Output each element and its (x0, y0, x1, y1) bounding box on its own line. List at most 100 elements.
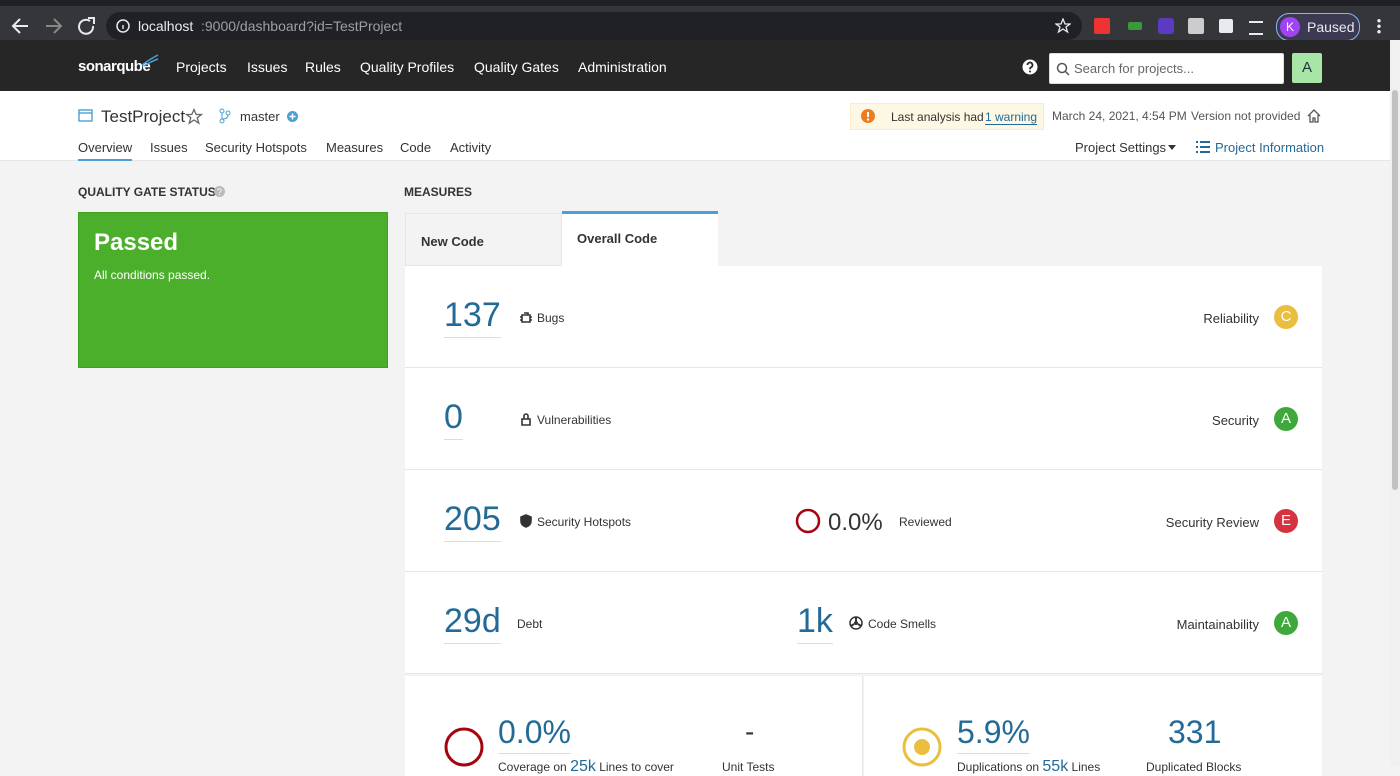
help-icon[interactable] (1022, 59, 1038, 75)
measure-value[interactable]: 137 (444, 296, 501, 338)
measures-heading: MEASURES (404, 185, 473, 199)
label-suffix: Lines to cover (599, 760, 674, 774)
branch-name[interactable]: master (240, 109, 280, 124)
extension-3[interactable] (1158, 18, 1174, 34)
rating-label: Security (1212, 413, 1259, 428)
coverage-label: Coverage on 25k Lines to cover (498, 758, 674, 776)
menu-dots[interactable] (1377, 18, 1381, 34)
coverage-value[interactable]: 0.0% (498, 714, 571, 754)
project-tab[interactable]: Code (400, 140, 432, 155)
branch-add[interactable] (287, 111, 298, 122)
rating-label: Security Review (1165, 515, 1259, 530)
secondary-value[interactable]: 1k (797, 602, 833, 644)
scroll-thumb[interactable] (1392, 90, 1398, 490)
extension-5[interactable] (1219, 19, 1233, 33)
measure-label: Security Hotspots (537, 515, 632, 529)
measure-value[interactable]: 205 (444, 500, 501, 542)
project-settings[interactable]: Project Settings (1075, 140, 1167, 155)
tab-new-code[interactable]: New Code (405, 213, 562, 266)
project-tab[interactable]: Issues (150, 140, 188, 155)
code-smell-icon (849, 616, 863, 630)
nav-item[interactable]: Quality Profiles (360, 59, 455, 75)
extension-1[interactable] (1094, 18, 1110, 34)
warning-box: Last analysis had 1 warning (850, 103, 1044, 130)
project-tab[interactable]: Activity (450, 140, 492, 155)
project-name[interactable]: TestProject (101, 107, 186, 126)
warning-link[interactable]: 1 warning (985, 110, 1038, 125)
tab-label: Overall Code (577, 231, 658, 246)
coverage-panel: 0.0% Coverage on 25k Lines to cover - Un… (405, 676, 863, 776)
browser-toolbar: localhost :9000/dashboard?id=TestProject… (0, 0, 1400, 41)
measure-icon (520, 312, 532, 323)
lines-link[interactable]: 55k (1042, 758, 1069, 775)
nav-buttons[interactable] (10, 15, 100, 37)
label-prefix: Coverage on (498, 760, 567, 774)
info-icon (116, 19, 130, 33)
measure-row: 205 Security Hotspots 0.0% Reviewed Security… (405, 470, 1322, 572)
user-avatar[interactable]: A (1292, 53, 1322, 83)
scrollbar[interactable] (1390, 40, 1400, 766)
duplication-value[interactable]: 5.9% (957, 714, 1030, 754)
rating-badge[interactable]: A (1274, 407, 1298, 431)
extension-6[interactable] (1249, 21, 1263, 35)
nav-item[interactable]: Quality Gates (474, 59, 559, 75)
url-host: localhost (138, 18, 194, 34)
search-placeholder: Search for projects... (1074, 61, 1194, 76)
measure-label: Debt (517, 617, 543, 631)
nav-item[interactable]: Rules (305, 59, 341, 75)
svg-text:?: ? (217, 187, 222, 197)
branch-icon (219, 108, 231, 124)
extension-2[interactable] (1128, 22, 1142, 30)
project-tab[interactable]: Security Hotspots (205, 140, 307, 155)
rating-badge[interactable]: E (1274, 509, 1298, 533)
coverage-donut (444, 727, 484, 767)
nav-item[interactable]: Issues (247, 59, 288, 75)
blocks-label: Duplicated Blocks (1146, 760, 1242, 774)
project-information[interactable]: Project Information (1215, 140, 1325, 155)
quality-gate-heading: QUALITY GATE STATUS (78, 185, 216, 199)
measure-value[interactable]: 29d (444, 602, 501, 644)
bookmark-star[interactable] (1055, 18, 1071, 34)
url-path: :9000/dashboard?id=TestProject (201, 18, 403, 34)
project-tab[interactable]: Overview (78, 140, 133, 161)
dropdown-caret (1168, 145, 1176, 150)
search-box[interactable]: Search for projects... (1049, 53, 1284, 84)
tab-overall-code[interactable]: Overall Code (562, 211, 718, 267)
quality-gate-status: Passed (94, 229, 179, 256)
blocks-value[interactable]: 331 (1168, 714, 1222, 750)
project-version: Version not provided (1191, 109, 1301, 123)
search-icon (1056, 62, 1070, 76)
rating-label: Maintainability (1176, 617, 1259, 632)
nav-item[interactable]: Administration (578, 59, 667, 75)
secondary-label: Code Smells (868, 617, 937, 631)
tab-label: New Code (421, 234, 484, 249)
extension-4[interactable] (1188, 18, 1204, 34)
measure-row: 29d Debt 1k Code Smells Maintainability A (405, 572, 1322, 674)
profile-initial: K (1280, 17, 1300, 37)
rating-badge[interactable]: A (1274, 611, 1298, 635)
quality-gate-box: Passed All conditions passed. (78, 212, 388, 368)
logo[interactable]: sonarqube (78, 58, 151, 75)
lines-link[interactable]: 25k (570, 758, 596, 775)
measure-icon (521, 413, 531, 426)
home-icon[interactable] (1306, 108, 1322, 124)
project-header (0, 91, 1390, 161)
nav-item[interactable]: Projects (176, 59, 227, 75)
project-tab[interactable]: Measures (326, 140, 384, 155)
info-list-icon (1196, 141, 1210, 153)
measure-row: 0 Vulnerabilities Security A (405, 368, 1322, 470)
review-donut (795, 508, 821, 534)
logo-waves (141, 54, 159, 67)
measure-row: 137 Bugs Reliability C (405, 266, 1322, 368)
rating-badge[interactable]: C (1274, 305, 1298, 329)
help-dot[interactable]: ? (214, 186, 225, 197)
favorite-star[interactable] (185, 108, 203, 126)
measure-label: Bugs (537, 311, 565, 325)
tests-label: Unit Tests (722, 760, 775, 774)
address-bar[interactable]: localhost :9000/dashboard?id=TestProject (106, 12, 1082, 40)
measure-value[interactable]: 0 (444, 398, 463, 440)
measure-icon (520, 514, 532, 528)
tests-value: - (745, 716, 755, 747)
profile-button[interactable]: K Paused (1276, 13, 1360, 41)
